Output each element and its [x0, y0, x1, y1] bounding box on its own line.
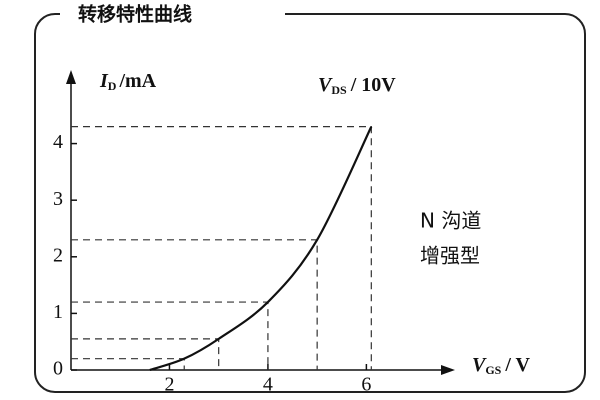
annotation-unit: / 10V — [350, 74, 397, 96]
curve — [149, 126, 373, 372]
y-label-sub: D — [108, 79, 117, 93]
y-tick-label: 1 — [53, 301, 63, 323]
y-label-symbol: I — [99, 70, 109, 92]
guide-line — [71, 338, 220, 370]
annotation: VDS/ 10V — [318, 74, 396, 97]
x-label-symbol: V — [472, 354, 487, 376]
x-tick-label: 4 — [263, 374, 273, 396]
x-tick-label: 6 — [361, 374, 371, 396]
y-tick-label: 0 — [53, 358, 63, 380]
annotation-symbol: V — [318, 74, 333, 96]
title-backdrop — [60, 2, 285, 28]
x-label-unit: / V — [504, 354, 530, 376]
guide-line — [71, 301, 269, 370]
y-tick-label: 2 — [53, 244, 63, 266]
x-tick-label: 2 — [164, 374, 174, 396]
annotation-sub: DS — [331, 83, 347, 97]
chart-title: 转移特性曲线 — [78, 3, 192, 26]
guide-line — [71, 126, 372, 370]
y-label-unit: /mA — [118, 70, 156, 92]
y-tick-label: 3 — [53, 188, 63, 210]
guide-line — [71, 239, 318, 370]
note-line: 增强型 — [420, 244, 480, 268]
note-line: N 沟道 — [420, 209, 481, 233]
x-axis-arrow — [441, 365, 455, 375]
y-axis-arrow — [66, 70, 76, 84]
x-label-sub: GS — [485, 363, 501, 377]
frame — [34, 13, 586, 393]
y-axis-label: ID/mA — [99, 70, 157, 93]
x-axis-label: VGS / V — [472, 354, 531, 377]
y-tick-label: 4 — [53, 131, 63, 153]
